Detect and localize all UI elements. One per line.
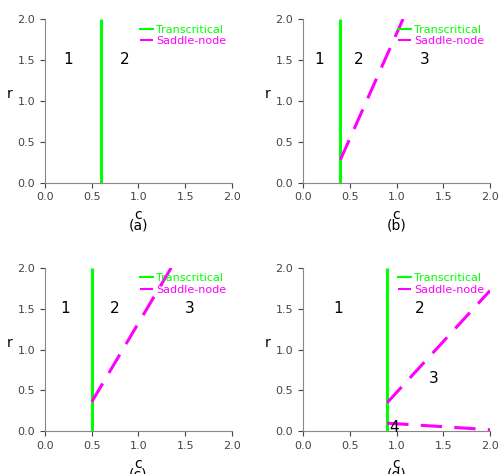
Text: 3: 3 bbox=[429, 371, 439, 386]
Text: 2: 2 bbox=[110, 301, 120, 316]
Text: 1: 1 bbox=[334, 301, 344, 316]
X-axis label: c: c bbox=[134, 208, 142, 222]
Legend: Transcritical, Saddle-node: Transcritical, Saddle-node bbox=[140, 25, 226, 46]
X-axis label: c: c bbox=[392, 456, 400, 471]
Text: (b): (b) bbox=[386, 219, 406, 233]
Text: 3: 3 bbox=[420, 52, 430, 67]
Text: (a): (a) bbox=[128, 219, 148, 233]
Legend: Transcritical, Saddle-node: Transcritical, Saddle-node bbox=[398, 273, 484, 295]
X-axis label: c: c bbox=[392, 208, 400, 222]
Y-axis label: r: r bbox=[264, 336, 270, 349]
Text: 2: 2 bbox=[354, 52, 364, 67]
Text: (d): (d) bbox=[386, 467, 406, 474]
Text: (c): (c) bbox=[129, 467, 148, 474]
Legend: Transcritical, Saddle-node: Transcritical, Saddle-node bbox=[140, 273, 226, 295]
Text: 1: 1 bbox=[64, 52, 73, 67]
Y-axis label: r: r bbox=[6, 87, 12, 101]
Text: 2: 2 bbox=[415, 301, 424, 316]
X-axis label: c: c bbox=[134, 456, 142, 471]
Y-axis label: r: r bbox=[264, 87, 270, 101]
Text: 1: 1 bbox=[314, 52, 324, 67]
Text: 4: 4 bbox=[389, 420, 398, 435]
Text: 3: 3 bbox=[185, 301, 195, 316]
Y-axis label: r: r bbox=[6, 336, 12, 349]
Legend: Transcritical, Saddle-node: Transcritical, Saddle-node bbox=[398, 25, 484, 46]
Text: 2: 2 bbox=[120, 52, 130, 67]
Text: 1: 1 bbox=[61, 301, 70, 316]
